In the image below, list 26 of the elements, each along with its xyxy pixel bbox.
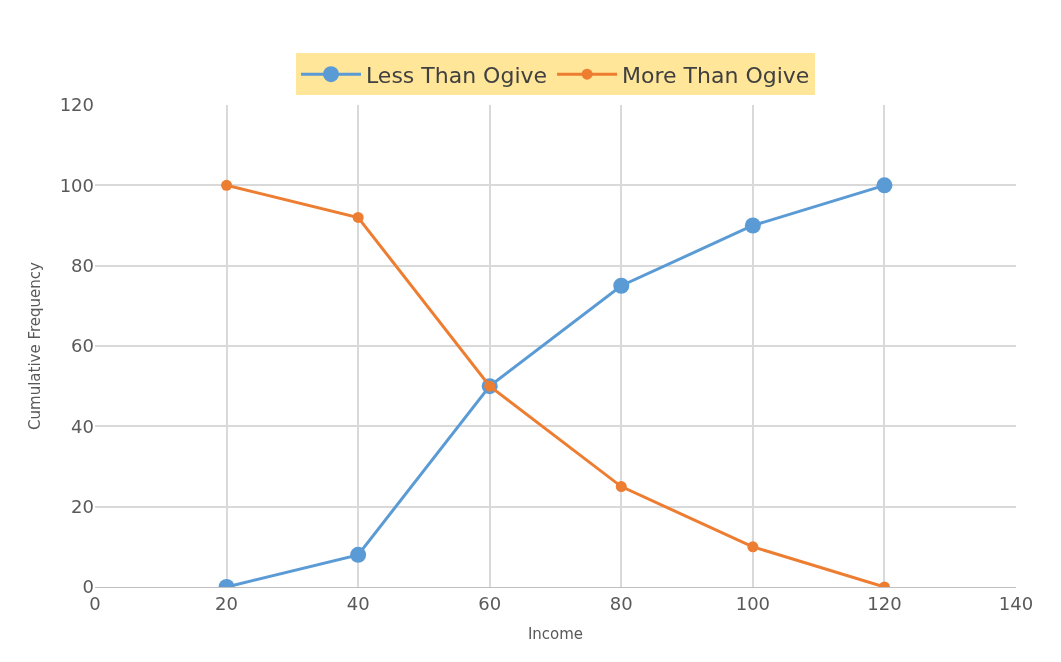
point [350,546,367,563]
point [744,217,761,234]
x-tick-label: 80 [609,592,633,614]
x-axis-title: Income [527,624,584,643]
point [352,211,364,223]
y-tick-label: 40 [71,415,94,437]
y-tick-label: 120 [59,94,94,116]
legend-label: More Than Ogive [622,62,810,88]
x-tick-label: 100 [735,592,771,614]
y-tick-label: 100 [59,174,94,196]
point [876,177,893,194]
point [615,481,627,493]
x-tick-label: 140 [998,592,1034,614]
x-tick-label: 40 [346,592,370,614]
y-axis-title: Cumulative Frequency [25,261,44,430]
point [221,179,233,191]
y-tick-label: 0 [82,576,94,598]
y-tick-label: 20 [71,495,94,517]
y-tick-label: 80 [71,254,94,276]
x-tick-label: 120 [867,592,902,614]
x-tick-label: 20 [215,592,239,614]
legend-label: Less Than Ogive [366,62,548,88]
x-tick-label: 60 [478,592,502,614]
y-tick-label: 60 [71,335,94,357]
point [613,277,630,294]
point [747,541,759,553]
